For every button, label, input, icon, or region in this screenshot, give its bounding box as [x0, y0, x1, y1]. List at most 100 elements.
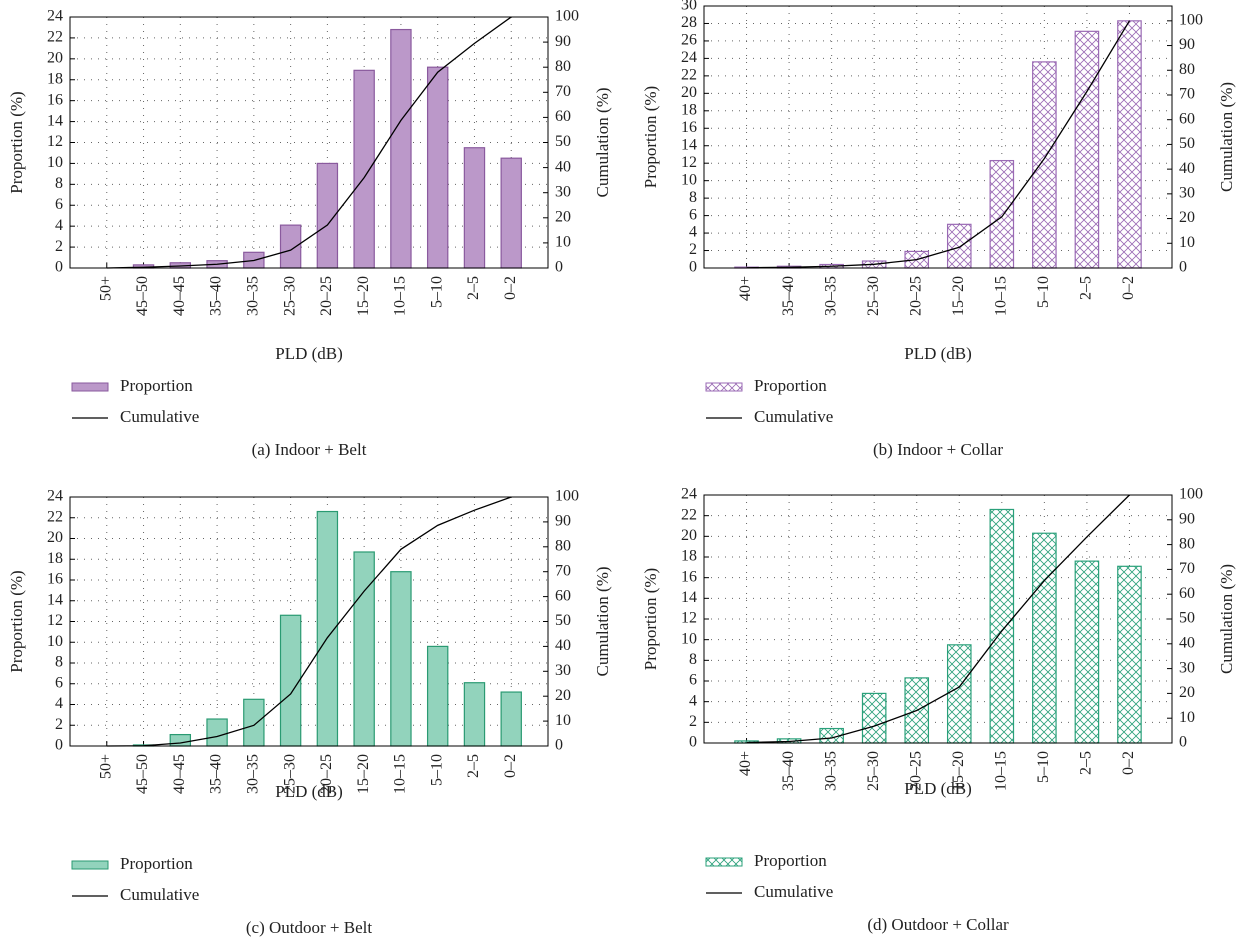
- x-tick-label: 25–30: [865, 751, 882, 791]
- y2-axis-label: Cumulation (%): [1217, 564, 1236, 674]
- y2-tick-label: 10: [555, 712, 571, 729]
- y2-tick-label: 60: [555, 108, 571, 125]
- legend-label: Cumulative: [754, 407, 833, 426]
- legend-swatch: [71, 382, 109, 392]
- x-tick-label: 45–50: [134, 276, 151, 316]
- bar: [1117, 565, 1142, 744]
- y2-tick-label: 0: [1179, 259, 1187, 276]
- y-tick-label: 18: [47, 70, 63, 87]
- bar: [353, 69, 375, 269]
- bar: [946, 223, 972, 269]
- x-tick-label: 15–20: [355, 754, 372, 794]
- bar: [279, 224, 302, 269]
- y-axis-label: Proportion (%): [7, 570, 26, 672]
- bar: [390, 571, 412, 747]
- x-tick-label: 40+: [737, 751, 754, 776]
- y2-tick-label: 30: [1179, 659, 1195, 676]
- y-tick-label: 0: [689, 259, 697, 276]
- x-tick-label: 35–40: [780, 276, 797, 316]
- x-tick-label: 20–25: [318, 276, 335, 316]
- y2-tick-label: 20: [1179, 209, 1195, 226]
- plot-frame: [69, 16, 549, 269]
- x-tick-label: 0–2: [502, 276, 519, 300]
- bar: [500, 691, 522, 747]
- y-tick-label: 14: [681, 589, 697, 606]
- y-tick-label: 16: [681, 119, 697, 136]
- y-axis-label: Proportion (%): [641, 86, 660, 188]
- x-tick-label: 45–50: [134, 754, 151, 794]
- legend-label: Cumulative: [120, 885, 199, 904]
- y2-tick-label: 50: [555, 612, 571, 629]
- x-tick-label: 15–20: [950, 751, 967, 791]
- y2-tick-label: 50: [555, 133, 571, 150]
- y-tick-label: 6: [689, 672, 697, 689]
- bar: [1117, 20, 1142, 269]
- y-tick-label: 12: [47, 612, 63, 629]
- y2-axis-label: Cumulation (%): [593, 87, 612, 197]
- x-tick-label: 5–10: [1035, 276, 1052, 308]
- cumulative-line: [106, 496, 512, 747]
- y-tick-label: 10: [47, 633, 63, 650]
- y2-tick-label: 70: [555, 83, 571, 100]
- y2-tick-label: 40: [1179, 634, 1195, 651]
- bar: [500, 157, 522, 269]
- x-tick-label: 35–40: [208, 754, 225, 794]
- y-tick-label: 16: [681, 568, 697, 585]
- y2-tick-label: 80: [1179, 535, 1195, 552]
- bar: [989, 159, 1015, 269]
- y-tick-label: 10: [681, 171, 697, 188]
- y-tick-label: 2: [689, 241, 697, 258]
- y-tick-label: 0: [689, 734, 697, 751]
- y-tick-label: 8: [55, 654, 63, 671]
- x-tick-label: 15–20: [950, 276, 967, 316]
- cumulative-line: [106, 16, 512, 269]
- legend-swatch: [705, 382, 743, 392]
- y2-axis-label: Cumulation (%): [593, 566, 612, 676]
- y2-tick-label: 70: [1179, 86, 1195, 103]
- y-tick-label: 6: [55, 674, 63, 691]
- bar: [390, 28, 412, 269]
- y-tick-label: 14: [681, 136, 697, 153]
- y-tick-label: 22: [47, 29, 63, 46]
- x-tick-label: 50+: [97, 276, 114, 301]
- x-tick-label: 10–15: [992, 276, 1009, 316]
- y2-tick-label: 60: [555, 587, 571, 604]
- x-tick-label: 10–15: [392, 754, 409, 794]
- bar: [206, 718, 228, 747]
- x-tick-label: 5–10: [428, 754, 445, 786]
- y-tick-label: 14: [47, 591, 63, 608]
- x-tick-label: 30–35: [822, 276, 839, 316]
- x-axis-label: PLD (dB): [904, 344, 972, 363]
- y-tick-label: 4: [55, 217, 63, 234]
- y-tick-label: 6: [55, 196, 63, 213]
- legend-label: Proportion: [120, 376, 193, 395]
- y-tick-label: 22: [681, 67, 697, 84]
- plot-frame: [703, 494, 1173, 744]
- bar: [426, 66, 449, 269]
- x-tick-label: 30–35: [245, 754, 262, 794]
- y2-tick-label: 10: [1179, 709, 1195, 726]
- caption: (d) Outdoor + Collar: [867, 915, 1009, 934]
- y2-tick-label: 20: [555, 687, 571, 704]
- y2-tick-label: 20: [555, 208, 571, 225]
- y-tick-label: 30: [681, 0, 697, 14]
- y2-tick-label: 30: [555, 662, 571, 679]
- y2-tick-label: 60: [1179, 110, 1195, 127]
- y2-tick-label: 30: [555, 183, 571, 200]
- y-tick-label: 2: [55, 716, 63, 733]
- y2-tick-label: 90: [1179, 510, 1195, 527]
- y2-tick-label: 50: [1179, 610, 1195, 627]
- bar: [169, 733, 192, 747]
- x-tick-label: 35–40: [208, 276, 225, 316]
- cumulative-line: [746, 494, 1130, 744]
- bar: [353, 551, 375, 747]
- x-tick-label: 20–25: [907, 751, 924, 791]
- y2-tick-label: 80: [555, 537, 571, 554]
- y-tick-label: 12: [681, 154, 697, 171]
- y-tick-label: 0: [55, 259, 63, 276]
- x-tick-label: 25–30: [281, 754, 298, 794]
- y2-tick-label: 0: [1179, 734, 1187, 751]
- x-tick-label: 0–2: [1120, 751, 1137, 775]
- y-tick-label: 16: [47, 91, 63, 108]
